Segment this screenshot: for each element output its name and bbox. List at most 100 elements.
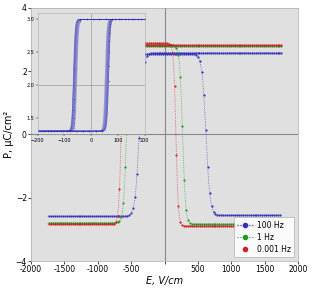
Point: [59, 42, 64, 47]
Point: [139, 42, 144, 47]
Point: [244, 213, 249, 218]
Point: [269, 50, 274, 55]
Point: [260, 224, 265, 228]
Point: [92, 220, 97, 225]
Point: [135, 51, 140, 56]
Point: [267, 43, 272, 47]
Point: [234, 44, 239, 49]
Point: [47, 222, 52, 226]
Point: [103, 220, 108, 225]
Point: [133, 51, 138, 56]
Point: [136, 43, 141, 47]
Point: [261, 43, 266, 47]
Point: [172, 50, 177, 55]
Legend: 100 Hz, 1 Hz, 0.001 Hz: 100 Hz, 1 Hz, 0.001 Hz: [234, 217, 294, 258]
Point: [78, 222, 83, 226]
Point: [217, 213, 222, 218]
Point: [154, 50, 159, 55]
Point: [222, 43, 227, 47]
Point: [275, 213, 280, 218]
Point: [207, 43, 212, 47]
Point: [212, 50, 217, 55]
Point: [170, 43, 175, 47]
Point: [94, 42, 99, 47]
Point: [82, 51, 87, 56]
Point: [92, 214, 97, 219]
Point: [148, 43, 153, 47]
Point: [242, 43, 247, 47]
Point: [178, 44, 183, 49]
Point: [119, 51, 124, 56]
Point: [226, 44, 231, 49]
Point: [105, 214, 110, 219]
Point: [88, 220, 93, 225]
Point: [170, 44, 175, 49]
Point: [192, 222, 197, 226]
Point: [226, 50, 231, 55]
Point: [84, 214, 89, 219]
Point: [172, 83, 177, 88]
Point: [232, 222, 237, 226]
Point: [101, 214, 106, 219]
Point: [61, 41, 66, 46]
Point: [193, 43, 198, 47]
Point: [56, 222, 61, 226]
Point: [66, 220, 71, 225]
Point: [104, 42, 109, 47]
Point: [66, 222, 71, 226]
Point: [271, 50, 276, 55]
Point: [119, 214, 124, 219]
Point: [170, 43, 175, 47]
Point: [98, 41, 103, 46]
Point: [176, 43, 181, 47]
Point: [139, 99, 144, 103]
Point: [49, 41, 54, 46]
Point: [209, 222, 214, 226]
Point: [238, 50, 243, 55]
Point: [131, 42, 136, 47]
Point: [261, 44, 266, 49]
Point: [176, 204, 181, 209]
Point: [199, 70, 204, 75]
Point: [100, 41, 105, 46]
Point: [185, 50, 190, 55]
Point: [100, 220, 105, 225]
Point: [97, 214, 102, 219]
Point: [231, 213, 236, 218]
Point: [160, 51, 165, 56]
Point: [176, 50, 181, 55]
Point: [115, 51, 120, 56]
Point: [229, 222, 234, 226]
Point: [230, 50, 235, 55]
Point: [141, 51, 146, 56]
Point: [67, 41, 72, 46]
Point: [142, 44, 147, 49]
Point: [57, 42, 62, 47]
Point: [115, 41, 120, 46]
Point: [225, 224, 230, 228]
Point: [153, 41, 158, 46]
Point: [68, 222, 73, 226]
Point: [127, 51, 132, 56]
Point: [114, 41, 119, 46]
Point: [162, 44, 167, 49]
Point: [104, 41, 109, 46]
Point: [197, 222, 202, 226]
Point: [49, 222, 54, 226]
Point: [107, 220, 112, 225]
Point: [215, 224, 220, 228]
Point: [187, 50, 192, 55]
Point: [176, 51, 181, 56]
Point: [256, 222, 261, 226]
Point: [173, 50, 178, 55]
Point: [139, 51, 144, 56]
Point: [268, 213, 273, 218]
Point: [246, 222, 251, 226]
Point: [78, 42, 83, 47]
Point: [170, 51, 175, 56]
Point: [49, 51, 54, 56]
Point: [56, 214, 61, 219]
Point: [183, 43, 188, 47]
Point: [82, 220, 87, 225]
Point: [257, 44, 262, 49]
